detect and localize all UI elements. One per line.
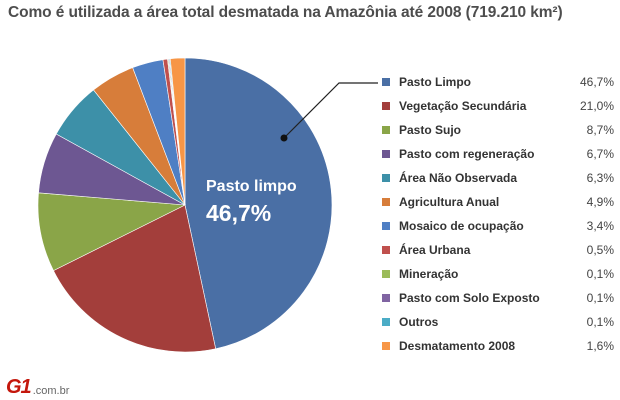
legend-label: Pasto com Solo Exposto: [399, 291, 540, 305]
legend-value: 6,7%: [586, 147, 614, 161]
legend-swatch: [382, 78, 390, 86]
legend-item-pasto-com-regeneracao: Pasto com regeneração 6,7%: [382, 144, 614, 168]
legend-label: Pasto Limpo: [399, 75, 472, 89]
legend-label: Mosaico de ocupação: [399, 219, 524, 233]
logo-domain: .com.br: [32, 385, 70, 397]
legend-swatch: [382, 102, 390, 110]
legend-value: 8,7%: [586, 123, 614, 137]
legend-value: 1,6%: [586, 339, 614, 353]
legend-swatch: [382, 150, 390, 158]
legend-item-mosaico-de-ocupacao: Mosaico de ocupação 3,4%: [382, 216, 614, 240]
legend-swatch: [382, 126, 390, 134]
legend-value: 0,5%: [586, 243, 614, 257]
legend-label: Desmatamento 2008: [399, 339, 516, 353]
legend-value: 0,1%: [586, 291, 614, 305]
pie-slice-vegetacao-secundaria: [53, 204, 217, 353]
legend-item-agricultura-anual: Agricultura Anual 4,9%: [382, 192, 614, 216]
legend-label: Pasto Sujo: [399, 123, 462, 137]
callout-marker-dot: [280, 134, 288, 142]
legend-label: Outros: [399, 315, 439, 329]
g1-logo: G1 .com.br: [6, 376, 70, 398]
legend-value: 0,1%: [586, 267, 614, 281]
legend-swatch: [382, 174, 390, 182]
legend-value: 4,9%: [586, 195, 614, 209]
legend-item-desmatamento-2008: Desmatamento 2008 1,6%: [382, 336, 614, 360]
legend-label: Área Urbana: [399, 243, 471, 257]
legend-item-outros: Outros 0,1%: [382, 312, 614, 336]
callout-value: 46,7%: [206, 200, 272, 226]
legend-swatch: [382, 222, 390, 230]
callout-leader-line: [283, 82, 378, 139]
legend-item-pasto-limpo: Pasto Limpo 46,7%: [382, 72, 614, 96]
legend-swatch: [382, 318, 390, 326]
legend-swatch: [382, 270, 390, 278]
legend-label: Área Não Observada: [399, 171, 518, 185]
legend-label: Pasto com regeneração: [399, 147, 535, 161]
legend-swatch: [382, 294, 390, 302]
legend-swatch: [382, 246, 390, 254]
g1-logo-mark: G1: [6, 376, 32, 398]
legend-item-area-urbana: Área Urbana 0,5%: [382, 240, 614, 264]
legend-value: 3,4%: [586, 219, 614, 233]
legend-swatch: [382, 198, 390, 206]
legend-value: 46,7%: [579, 75, 614, 89]
pie-slice-desmatamento-2008: [169, 57, 186, 206]
legend-swatch: [382, 342, 390, 350]
legend-label: Mineração: [399, 267, 459, 281]
callout-label: Pasto limpo: [206, 178, 297, 195]
legend-item-area-nao-observada: Área Não Observada 6,3%: [382, 168, 614, 192]
legend-value: 6,3%: [586, 171, 614, 185]
legend-item-vegetacao-secundaria: Vegetação Secundária 21,0%: [382, 96, 614, 120]
legend-label: Vegetação Secundária: [399, 99, 527, 113]
legend-item-mineracao: Mineração 0,1%: [382, 264, 614, 288]
chart-title: Como é utilizada a área total desmatada …: [8, 4, 563, 21]
legend-item-pasto-sujo: Pasto Sujo 8,7%: [382, 120, 614, 144]
legend: Pasto Limpo 46,7% Vegetação Secundária 21,0…: [382, 72, 614, 360]
legend-value: 21,0%: [579, 99, 614, 113]
pie-slice-pasto-limpo: [184, 57, 333, 350]
legend-label: Agricultura Anual: [399, 195, 500, 209]
legend-value: 0,1%: [586, 315, 614, 329]
legend-item-pasto-com-solo-exposto: Pasto com Solo Exposto 0,1%: [382, 288, 614, 312]
